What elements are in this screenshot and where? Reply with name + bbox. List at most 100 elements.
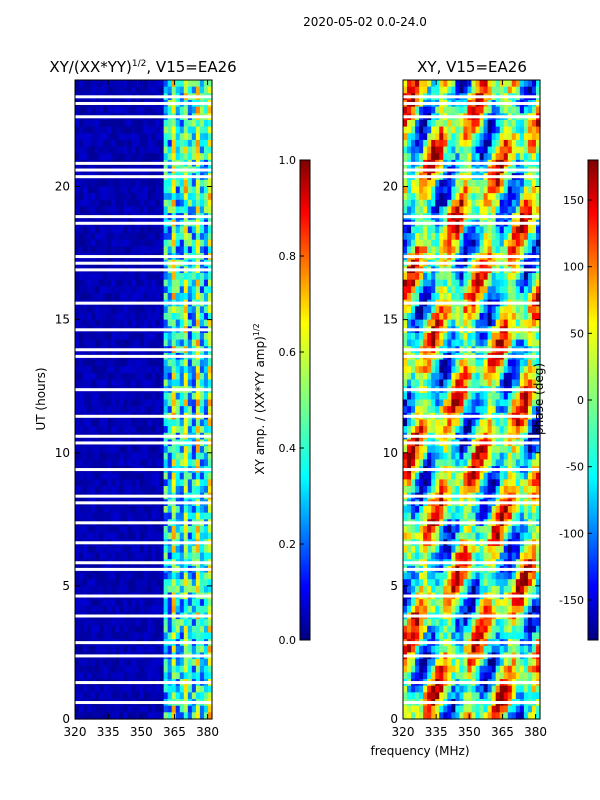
amp-cell (163, 572, 169, 580)
phase-cell (427, 273, 432, 281)
phase-cell (439, 193, 444, 201)
phase-cell (535, 379, 541, 387)
amp-cell (159, 133, 165, 141)
amp-cell (183, 512, 189, 520)
amp-cell (143, 672, 149, 680)
amp-cell (135, 319, 141, 327)
phase-cell (407, 199, 412, 208)
amp-cell (119, 512, 124, 520)
phase-cell (515, 273, 521, 281)
amp-cell (107, 359, 112, 367)
amp-cell (91, 672, 96, 680)
amp-cell (75, 106, 80, 114)
phase-cell (415, 273, 420, 281)
phase-cell (407, 233, 412, 241)
amp-cell (87, 226, 92, 234)
amp-cell (183, 86, 189, 94)
amp-cell (111, 153, 116, 161)
phase-cell (519, 312, 525, 321)
amp-cell (135, 379, 141, 387)
amp-cell (83, 106, 88, 114)
amp-cell (207, 446, 213, 454)
amp-cell (75, 605, 80, 614)
phase-cell (511, 139, 517, 148)
phase-cell (427, 312, 432, 321)
phase-cell (415, 392, 420, 401)
amp-cell (99, 459, 104, 467)
phase-cell (471, 233, 477, 241)
phase-cell (503, 206, 509, 214)
amp-cell (187, 599, 193, 607)
phase-cell (431, 312, 436, 321)
amp-cell (79, 233, 84, 241)
amp-cell (155, 279, 161, 287)
phase-cell (431, 319, 436, 327)
amp-cell (135, 645, 141, 654)
phase-cell (431, 392, 436, 401)
amp-cell (119, 246, 124, 254)
amp-cell (191, 319, 197, 327)
amp-cell (147, 179, 153, 188)
amp-cell (127, 685, 133, 693)
phase-cell (483, 199, 489, 208)
amp-cell (167, 406, 173, 414)
amp-cell (95, 632, 100, 640)
phase-cell (439, 106, 444, 114)
phase-cell (403, 139, 408, 148)
amp-cell (187, 665, 193, 674)
phase-cell (463, 186, 469, 194)
amp-cell (167, 486, 173, 494)
phase-cell (459, 372, 465, 381)
phase-cell (487, 306, 493, 314)
amp-cell (79, 153, 84, 161)
amp-cell (147, 399, 153, 407)
amp-cell (175, 525, 181, 534)
amp-cell (191, 379, 197, 387)
phase-cell (511, 372, 517, 381)
amp-cell (127, 339, 133, 347)
amp-cell (75, 525, 80, 534)
amp-cell (191, 339, 197, 347)
amp-cell (95, 486, 100, 494)
amp-cell (199, 645, 205, 654)
phase-cell (407, 392, 412, 401)
amp-cell (139, 532, 145, 540)
phase-cell (527, 80, 533, 88)
amp-cell (163, 372, 169, 381)
amp-cell (199, 226, 205, 234)
amp-cell (91, 86, 96, 94)
amp-cell (187, 406, 193, 414)
phase-cell (475, 279, 481, 287)
amp-cell (135, 692, 141, 700)
phase-cell (403, 392, 408, 401)
phase-cell (483, 226, 489, 234)
amp-cell (163, 126, 169, 134)
amp-cell (103, 193, 108, 201)
amp-cell (127, 525, 133, 534)
amp-cell (183, 712, 189, 720)
amp-cell (155, 139, 161, 148)
amp-cell (159, 239, 165, 248)
phase-cell (507, 319, 513, 327)
amp-cell (167, 552, 173, 560)
phase-cell (535, 139, 541, 148)
phase-cell (435, 279, 440, 287)
amp-cell (143, 472, 149, 480)
phase-cell (411, 359, 416, 367)
amp-cell (191, 705, 197, 713)
amp-cell (171, 426, 177, 434)
phase-cell (423, 279, 428, 287)
amp-cell (79, 426, 84, 434)
amp-cell (99, 199, 104, 208)
phase-cell (495, 239, 501, 248)
amp-cell (103, 419, 108, 427)
amp-cell (131, 625, 137, 634)
amp-cell (175, 452, 181, 461)
amp-cell (131, 605, 137, 614)
amp-cell (123, 379, 128, 387)
amp-cell (127, 319, 133, 327)
amp-cell (103, 712, 108, 720)
amp-cell (175, 712, 181, 720)
amp-cell (83, 579, 88, 587)
phase-cell (435, 319, 440, 327)
